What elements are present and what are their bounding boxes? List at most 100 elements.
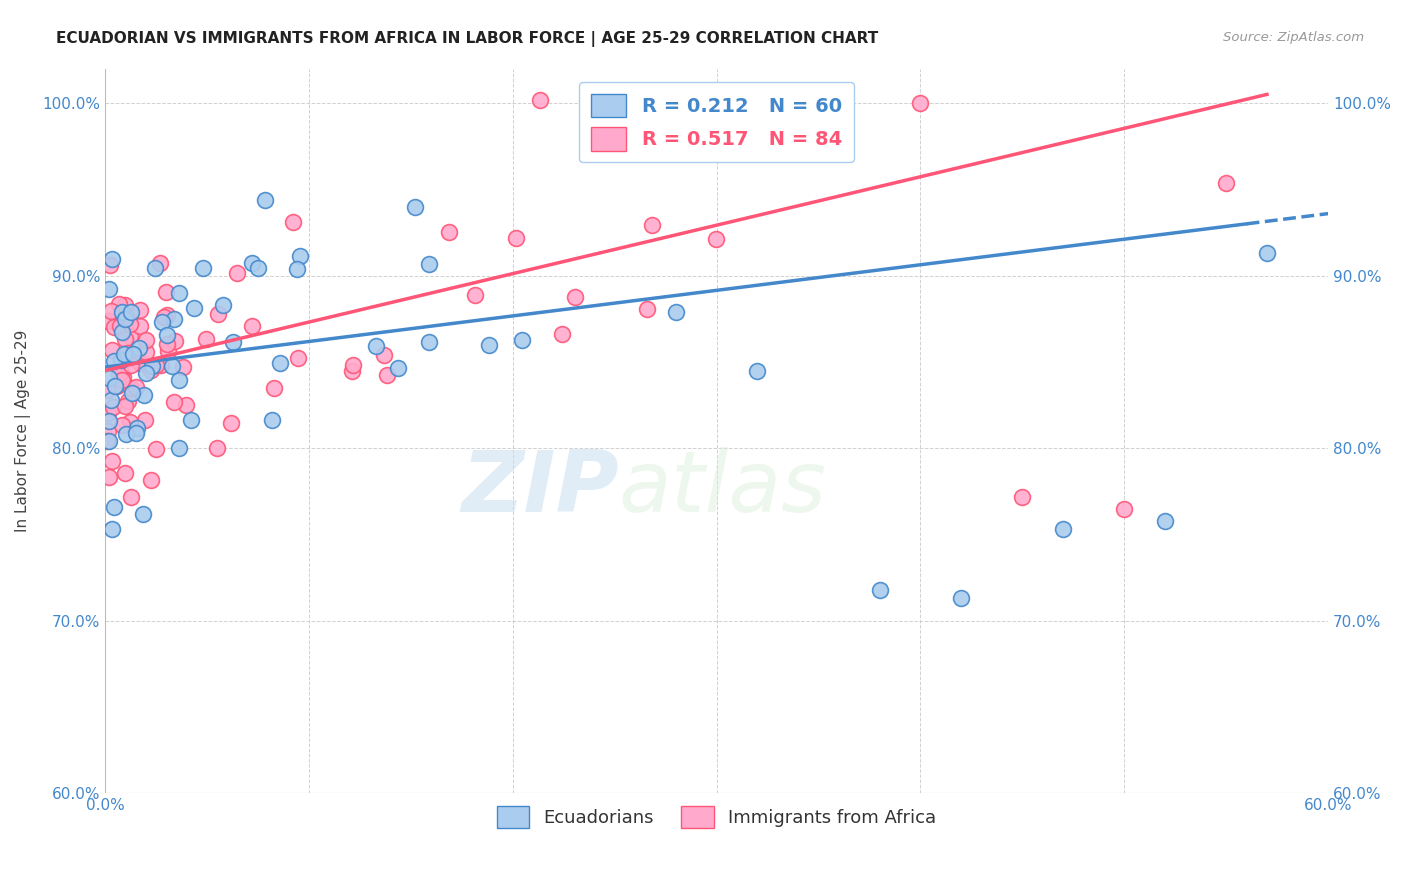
Point <box>110 352 132 367</box>
Point <box>529 93 551 107</box>
Y-axis label: In Labor Force | Age 25-29: In Labor Force | Age 25-29 <box>15 330 31 533</box>
Point <box>169 441 191 455</box>
Point <box>128 341 150 355</box>
Point <box>162 312 184 326</box>
Point <box>131 507 153 521</box>
Point <box>118 318 141 332</box>
Point <box>97 314 120 328</box>
Point <box>156 308 179 322</box>
Point <box>404 200 426 214</box>
Point <box>121 386 143 401</box>
Point <box>263 381 285 395</box>
Point <box>205 442 228 456</box>
Point <box>98 434 121 448</box>
Point <box>98 413 121 427</box>
Point <box>287 351 309 366</box>
Point <box>1052 522 1074 536</box>
Point <box>100 454 122 468</box>
Point <box>665 305 688 319</box>
Point <box>288 249 311 263</box>
Point <box>564 290 586 304</box>
Legend: Ecuadorians, Immigrants from Africa: Ecuadorians, Immigrants from Africa <box>489 798 943 835</box>
Point <box>366 339 388 353</box>
Point <box>139 473 162 487</box>
Point <box>1215 176 1237 190</box>
Point <box>464 288 486 302</box>
Point <box>1154 514 1177 528</box>
Point <box>118 329 141 343</box>
Point <box>135 366 157 380</box>
Point <box>141 359 163 374</box>
Point <box>156 343 179 358</box>
Point <box>1011 490 1033 504</box>
Point <box>111 325 134 339</box>
Point <box>96 434 118 449</box>
Point <box>145 358 167 372</box>
Point <box>104 379 127 393</box>
Point <box>111 305 134 319</box>
Point <box>97 424 120 438</box>
Point <box>183 301 205 315</box>
Point <box>418 257 440 271</box>
Point <box>120 490 142 504</box>
Point <box>103 500 125 514</box>
Point <box>169 374 191 388</box>
Point <box>505 230 527 244</box>
Point <box>135 333 157 347</box>
Point <box>134 412 156 426</box>
Point <box>114 399 136 413</box>
Point <box>437 225 460 239</box>
Point <box>110 418 132 433</box>
Point <box>121 347 143 361</box>
Point <box>120 381 142 395</box>
Point <box>1256 246 1278 260</box>
Point <box>167 285 190 300</box>
Point <box>96 383 118 397</box>
Point <box>163 334 186 349</box>
Point <box>101 522 124 536</box>
Point <box>101 252 124 267</box>
Point <box>240 318 263 333</box>
Point <box>101 343 124 358</box>
Point <box>162 395 184 409</box>
Point <box>111 373 134 387</box>
Point <box>373 348 395 362</box>
Point <box>240 256 263 270</box>
Point <box>135 345 157 359</box>
Point <box>120 305 142 319</box>
Point <box>155 285 177 299</box>
Point <box>98 281 121 295</box>
Point <box>114 426 136 441</box>
Point <box>114 332 136 346</box>
Point <box>114 312 136 326</box>
Point <box>110 318 132 333</box>
Point <box>120 358 142 372</box>
Point <box>149 256 172 270</box>
Point <box>180 413 202 427</box>
Point <box>100 393 122 408</box>
Point <box>254 193 277 207</box>
Point <box>342 358 364 372</box>
Point <box>418 334 440 349</box>
Point <box>120 415 142 429</box>
Point <box>211 298 233 312</box>
Point <box>477 338 499 352</box>
Point <box>191 260 214 275</box>
Point <box>105 379 128 393</box>
Point <box>150 358 173 372</box>
Point <box>262 413 284 427</box>
Point <box>124 425 146 440</box>
Point <box>141 362 163 376</box>
Point <box>246 260 269 275</box>
Point <box>285 261 308 276</box>
Point <box>121 351 143 366</box>
Point <box>107 297 129 311</box>
Point <box>910 96 932 111</box>
Point <box>340 364 363 378</box>
Point <box>103 400 125 414</box>
Point <box>636 302 658 317</box>
Point <box>510 333 533 347</box>
Point <box>162 359 184 373</box>
Point <box>156 328 179 343</box>
Point <box>108 367 131 381</box>
